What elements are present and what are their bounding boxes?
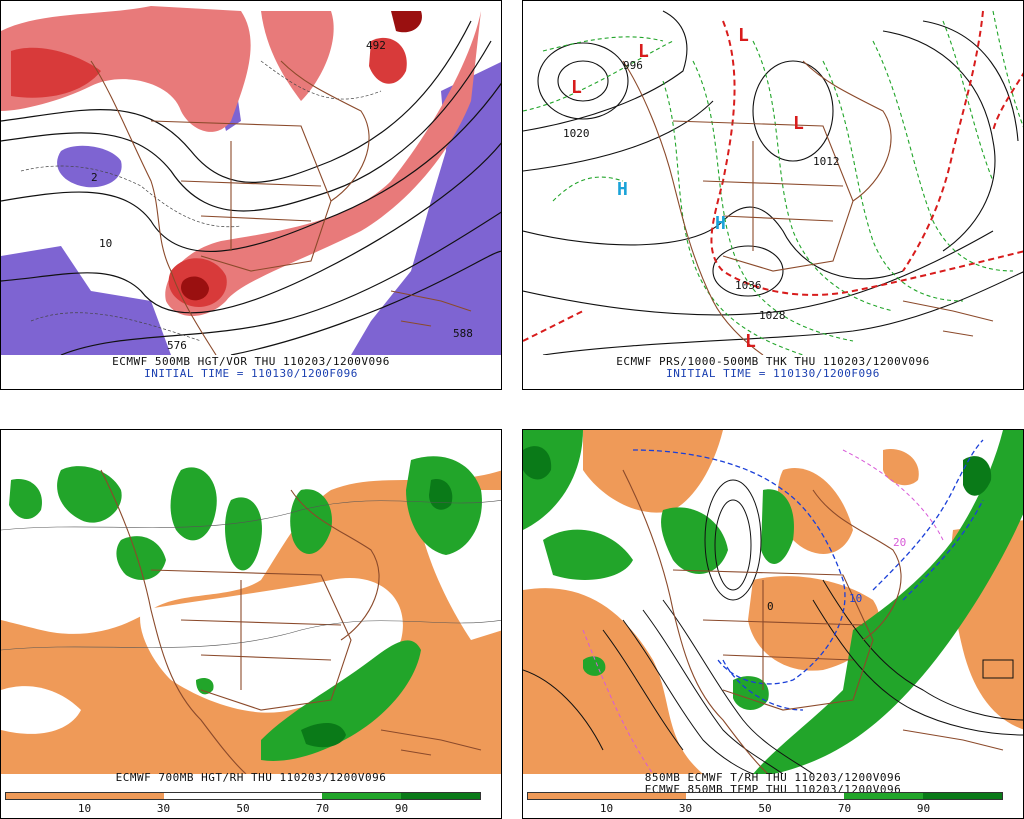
br-temp-0: 0: [767, 600, 774, 613]
tl-caption-init: INITIAL TIME = 110130/1200F096: [144, 367, 358, 380]
tr-isobar-1028: 1028: [759, 309, 786, 322]
tr-low-marker-4: L: [738, 25, 749, 46]
bl-tick: 50: [236, 802, 250, 815]
map-pressure-thickness: L L L L L H H 996 1020 1012 1036 1028: [523, 1, 1023, 355]
br-temp-10: 10: [849, 592, 862, 605]
panel-850mb-t-rh: 0 10 20 850MB ECMWF T/RH THU 110203/1200…: [522, 429, 1024, 819]
br-tick: 50: [758, 802, 772, 815]
br-rh-colorbar: [527, 792, 1003, 800]
tl-contour-576: 576: [167, 339, 187, 352]
tr-isobar-1012: 1012: [813, 155, 840, 168]
tr-high-marker-1: H: [617, 179, 628, 200]
tl-contour-492: 492: [366, 39, 386, 52]
panel-prs-thickness: L L L L L H H 996 1020 1012 1036 1028 EC…: [522, 0, 1024, 390]
tl-caption-title: ECMWF 500MB HGT/VOR THU 110203/1200V096: [112, 355, 390, 368]
tl-contour-588: 588: [453, 327, 473, 340]
br-tick: 10: [599, 802, 614, 815]
br-tick: 30: [678, 802, 693, 815]
br-caption-title: 850MB ECMWF T/RH THU 110203/1200V096: [644, 771, 902, 784]
bl-caption-title: ECMWF 700MB HGT/RH THU 110203/1200V096: [115, 771, 387, 784]
tr-isobar-1036: 1036: [735, 279, 762, 292]
br-colorbar-ticks: 10 30 50 70 90: [527, 802, 1003, 816]
bl-tick: 30: [156, 802, 171, 815]
bl-tick: 90: [394, 802, 409, 815]
tl-vort-10: 10: [99, 237, 112, 250]
tr-isobar-1020: 1020: [563, 127, 590, 140]
panel-700mb-hgt-rh: ECMWF 700MB HGT/RH THU 110203/1200V096 1…: [0, 429, 502, 819]
bl-rh-colorbar: [5, 792, 481, 800]
tr-caption-title: ECMWF PRS/1000-500MB THK THU 110203/1200…: [616, 355, 930, 368]
tr-low-marker-2: L: [571, 77, 582, 98]
tr-low-marker-3: L: [793, 113, 804, 134]
br-tick: 70: [837, 802, 852, 815]
tl-vort-2: 2: [91, 171, 98, 184]
bl-colorbar-ticks: 10 30 50 70 90: [5, 802, 481, 816]
br-tick: 90: [916, 802, 931, 815]
tr-isobar-996: 996: [623, 59, 643, 72]
tr-caption-init: INITIAL TIME = 110130/1200F096: [666, 367, 880, 380]
panel-500mb-hgt-vor: 576 588 492 10 2 ECMWF 500MB HGT/VOR THU…: [0, 0, 502, 390]
tr-low-marker-5: L: [745, 331, 756, 352]
map-500mb-vorticity: 576 588 492 10 2: [1, 1, 501, 355]
tr-high-marker-2: H: [715, 213, 726, 234]
map-850mb-temp-rh: 0 10 20: [523, 430, 1023, 774]
bl-tick: 10: [77, 802, 92, 815]
map-700mb-rh: [1, 430, 501, 774]
tr-low-marker-1: L: [638, 41, 649, 62]
br-temp-20: 20: [893, 536, 906, 549]
bl-tick: 70: [315, 802, 330, 815]
